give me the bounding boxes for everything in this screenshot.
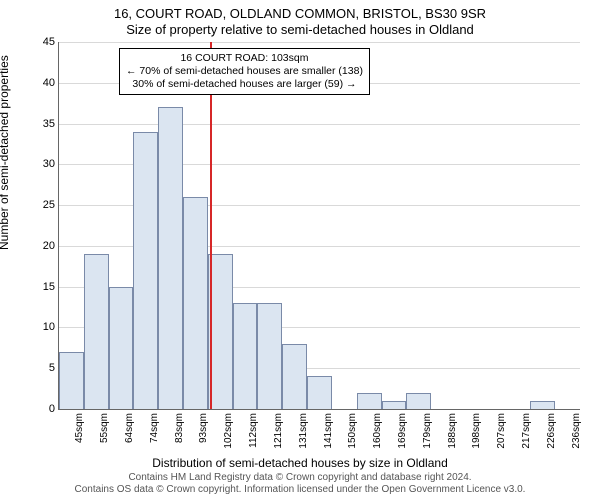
x-tick-label: 55sqm — [99, 413, 110, 443]
x-tick-label: 93sqm — [198, 413, 209, 443]
x-tick-label: 207sqm — [496, 413, 507, 449]
reference-line — [210, 42, 212, 409]
histogram-bar — [307, 376, 332, 409]
x-tick-label: 131sqm — [298, 413, 309, 449]
y-tick-label: 10 — [43, 321, 55, 333]
footer-line2: Contains OS data © Crown copyright. Info… — [0, 484, 600, 496]
histogram-bar — [84, 254, 109, 409]
x-tick-label: 226sqm — [546, 413, 557, 449]
histogram-bar — [257, 303, 282, 409]
histogram-bar — [109, 287, 134, 409]
y-tick-label: 15 — [43, 281, 55, 293]
x-tick-label: 179sqm — [422, 413, 433, 449]
footer-line1: Contains HM Land Registry data © Crown c… — [0, 472, 600, 484]
x-tick-label: 236sqm — [571, 413, 582, 449]
y-tick-label: 25 — [43, 199, 55, 211]
histogram-bar — [59, 352, 84, 409]
x-tick-label: 74sqm — [149, 413, 160, 443]
x-tick-label: 150sqm — [347, 413, 358, 449]
y-tick-label: 35 — [43, 118, 55, 130]
gridline — [59, 42, 580, 43]
y-tick-label: 0 — [49, 403, 55, 415]
histogram-bar — [382, 401, 407, 409]
x-axis-label: Distribution of semi-detached houses by … — [0, 456, 600, 470]
annotation-line3: 30% of semi-detached houses are larger (… — [126, 78, 363, 91]
histogram-bar — [133, 132, 158, 409]
x-tick-label: 83sqm — [174, 413, 185, 443]
plot-area: 05101520253035404545sqm55sqm64sqm74sqm83… — [58, 42, 580, 410]
x-tick-label: 64sqm — [124, 413, 135, 443]
y-tick-label: 30 — [43, 158, 55, 170]
x-tick-label: 160sqm — [372, 413, 383, 449]
histogram-bar — [183, 197, 208, 409]
histogram-bar — [530, 401, 555, 409]
histogram-bar — [357, 393, 382, 409]
chart-container: 16, COURT ROAD, OLDLAND COMMON, BRISTOL,… — [0, 0, 600, 500]
x-tick-label: 188sqm — [447, 413, 458, 449]
x-tick-label: 198sqm — [471, 413, 482, 449]
x-tick-label: 217sqm — [521, 413, 532, 449]
x-tick-label: 121sqm — [273, 413, 284, 449]
x-tick-label: 102sqm — [223, 413, 234, 449]
histogram-bar — [406, 393, 431, 409]
y-tick-label: 20 — [43, 240, 55, 252]
x-tick-label: 45sqm — [74, 413, 85, 443]
x-tick-label: 141sqm — [323, 413, 334, 449]
annotation-line1: 16 COURT ROAD: 103sqm — [126, 52, 363, 65]
y-tick-label: 5 — [49, 362, 55, 374]
chart-title-line1: 16, COURT ROAD, OLDLAND COMMON, BRISTOL,… — [0, 6, 600, 21]
y-tick-label: 40 — [43, 77, 55, 89]
y-tick-label: 45 — [43, 36, 55, 48]
histogram-bar — [158, 107, 183, 409]
chart-footer: Contains HM Land Registry data © Crown c… — [0, 472, 600, 496]
x-tick-label: 169sqm — [397, 413, 408, 449]
histogram-bar — [282, 344, 307, 409]
annotation-box: 16 COURT ROAD: 103sqm ← 70% of semi-deta… — [119, 48, 370, 95]
chart-title-line2: Size of property relative to semi-detach… — [0, 22, 600, 37]
y-axis-label: Number of semi-detached properties — [0, 55, 11, 250]
histogram-bar — [233, 303, 258, 409]
gridline — [59, 124, 580, 125]
annotation-line2: ← 70% of semi-detached houses are smalle… — [126, 65, 363, 78]
x-tick-label: 112sqm — [248, 413, 259, 448]
